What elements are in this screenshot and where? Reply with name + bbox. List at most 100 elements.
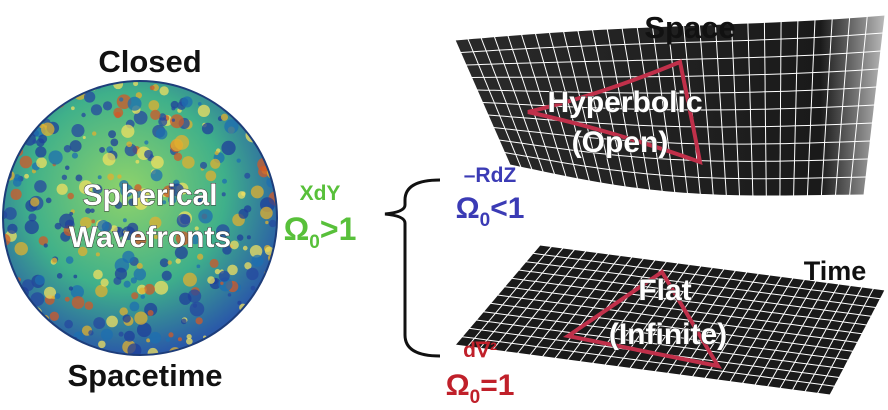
diagram: Closed Spherical Wavefronts Spacetime Xd…	[0, 0, 888, 410]
texture-blob	[57, 184, 68, 195]
texture-blob	[82, 354, 85, 357]
texture-blob	[34, 180, 47, 193]
texture-blob	[4, 207, 17, 220]
texture-blob	[72, 296, 85, 309]
texture-blob	[85, 301, 94, 310]
texture-blob	[66, 256, 74, 264]
texture-blob	[83, 136, 86, 139]
texture-blob	[119, 332, 124, 337]
texture-blob	[76, 175, 83, 182]
omega-subscript: 0	[309, 232, 320, 253]
texture-blob	[186, 338, 193, 345]
texture-blob	[179, 293, 191, 305]
texture-blob	[221, 141, 235, 155]
texture-blob	[193, 303, 197, 307]
texture-blob	[46, 198, 52, 204]
texture-blob	[38, 134, 47, 143]
texture-blob	[67, 193, 74, 200]
surface-line: (Infinite)	[609, 318, 727, 351]
branch-label: XdY	[300, 182, 341, 205]
texture-blob	[237, 301, 241, 305]
texture-blob	[236, 318, 248, 330]
texture-blob	[69, 286, 73, 290]
texture-blob	[256, 97, 259, 100]
texture-blob	[32, 139, 36, 143]
texture-blob	[11, 189, 22, 200]
branch-label: –RdZ	[464, 164, 517, 187]
omega-relation: >1	[320, 211, 356, 247]
texture-blob	[106, 316, 118, 328]
texture-blob	[128, 97, 142, 111]
texture-blob	[231, 319, 244, 332]
texture-blob	[221, 114, 228, 121]
texture-blob	[66, 339, 72, 345]
texture-blob	[144, 150, 153, 159]
texture-blob	[93, 317, 105, 329]
texture-blob	[235, 88, 238, 91]
sphere-bottom-label: Spacetime	[67, 358, 222, 393]
texture-blob	[65, 165, 70, 170]
texture-blob	[148, 100, 159, 111]
texture-blob	[251, 186, 264, 199]
texture-blob	[46, 348, 54, 356]
texture-blob	[135, 160, 139, 164]
texture-blob	[144, 284, 155, 295]
texture-blob	[124, 331, 135, 342]
texture-blob	[20, 156, 33, 169]
texture-blob	[210, 259, 219, 268]
texture-blob	[159, 86, 168, 95]
texture-blob	[162, 271, 172, 281]
texture-blob	[253, 90, 263, 100]
texture-blob	[241, 88, 252, 99]
texture-blob	[222, 179, 227, 184]
texture-blob	[99, 147, 105, 153]
texture-blob	[241, 191, 245, 195]
texture-blob	[42, 320, 46, 324]
texture-blob	[261, 78, 268, 85]
surface-line: (Open)	[572, 126, 669, 159]
texture-blob	[248, 315, 258, 325]
texture-blob	[95, 285, 107, 297]
omega-condition: Ω0=1	[446, 369, 515, 408]
texture-blob	[156, 128, 168, 140]
texture-blob	[48, 150, 62, 164]
texture-blob	[151, 156, 164, 169]
texture-blob	[101, 278, 109, 286]
texture-blob	[0, 162, 9, 173]
texture-blob	[88, 330, 93, 335]
texture-blob	[49, 332, 60, 343]
texture-blob	[197, 254, 203, 260]
texture-blob	[181, 319, 187, 325]
texture-blob	[3, 85, 11, 93]
texture-blob	[140, 294, 145, 299]
texture-blob	[62, 175, 67, 180]
texture-blob	[7, 290, 22, 305]
texture-blob	[219, 271, 230, 282]
texture-blob	[260, 207, 273, 220]
texture-blob	[103, 153, 116, 166]
texture-blob	[264, 119, 274, 129]
texture-blob	[202, 123, 214, 135]
texture-blob	[44, 243, 48, 247]
texture-blob	[251, 286, 256, 291]
texture-blob	[243, 246, 248, 251]
texture-blob	[134, 311, 147, 324]
texture-blob	[23, 118, 28, 123]
texture-blob	[21, 95, 34, 108]
texture-blob	[265, 221, 268, 224]
texture-blob	[0, 345, 9, 355]
texture-blob	[75, 342, 78, 345]
texture-blob	[210, 159, 220, 169]
omega-symbol: Ω	[446, 369, 470, 402]
texture-blob	[35, 146, 46, 157]
texture-blob	[115, 112, 121, 118]
texture-blob	[131, 277, 137, 283]
texture-blob	[52, 95, 65, 108]
texture-blob	[262, 287, 266, 291]
texture-blob	[23, 339, 36, 352]
texture-blob	[243, 114, 247, 118]
branch-brace	[385, 180, 440, 356]
texture-blob	[20, 123, 24, 127]
texture-blob	[7, 128, 20, 141]
texture-blob	[160, 258, 169, 267]
